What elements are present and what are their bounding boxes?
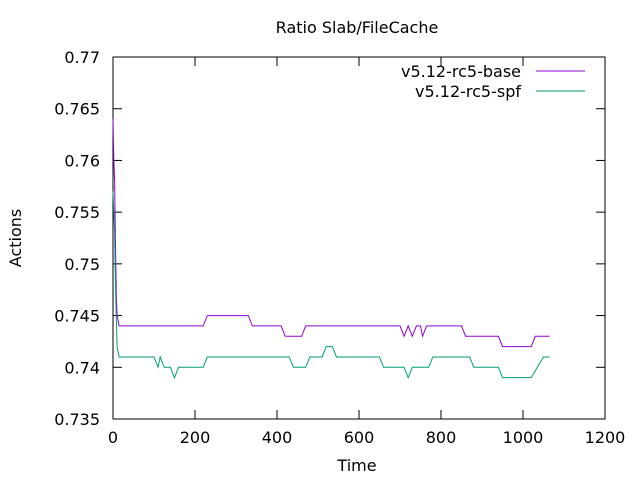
y-tick-label: 0.765 <box>54 100 100 119</box>
y-tick-label: 0.74 <box>64 358 100 377</box>
y-tick-label: 0.735 <box>54 410 100 429</box>
x-axis-label: Time <box>336 456 376 475</box>
y-axis-ticks: 0.735 0.74 0.745 0.75 0.755 0.76 0.765 0.77 <box>54 48 605 429</box>
plot-area-border <box>112 56 606 420</box>
y-axis-label: Actions <box>6 209 25 267</box>
x-tick-label: 400 <box>262 428 293 447</box>
legend-label-1: v5.12-rc5-base <box>401 62 521 81</box>
series-line-1 <box>112 119 550 348</box>
x-axis-ticks: 0 200 400 600 800 1000 1200 <box>108 57 625 447</box>
x-tick-label: 200 <box>180 428 211 447</box>
x-tick-label: 1000 <box>503 428 544 447</box>
x-tick-label: 600 <box>344 428 375 447</box>
series-layer <box>112 119 550 379</box>
series-line-2 <box>112 191 550 379</box>
y-tick-label: 0.75 <box>64 255 100 274</box>
x-tick-label: 0 <box>108 428 118 447</box>
legend-label-2: v5.12-rc5-spf <box>415 82 521 101</box>
y-tick-label: 0.76 <box>64 151 100 170</box>
x-tick-label: 1200 <box>585 428 626 447</box>
y-tick-label: 0.755 <box>54 203 100 222</box>
x-tick-label: 800 <box>426 428 457 447</box>
y-tick-label: 0.745 <box>54 307 100 326</box>
y-tick-label: 0.77 <box>64 48 100 67</box>
chart-title: Ratio Slab/FileCache <box>276 18 439 37</box>
